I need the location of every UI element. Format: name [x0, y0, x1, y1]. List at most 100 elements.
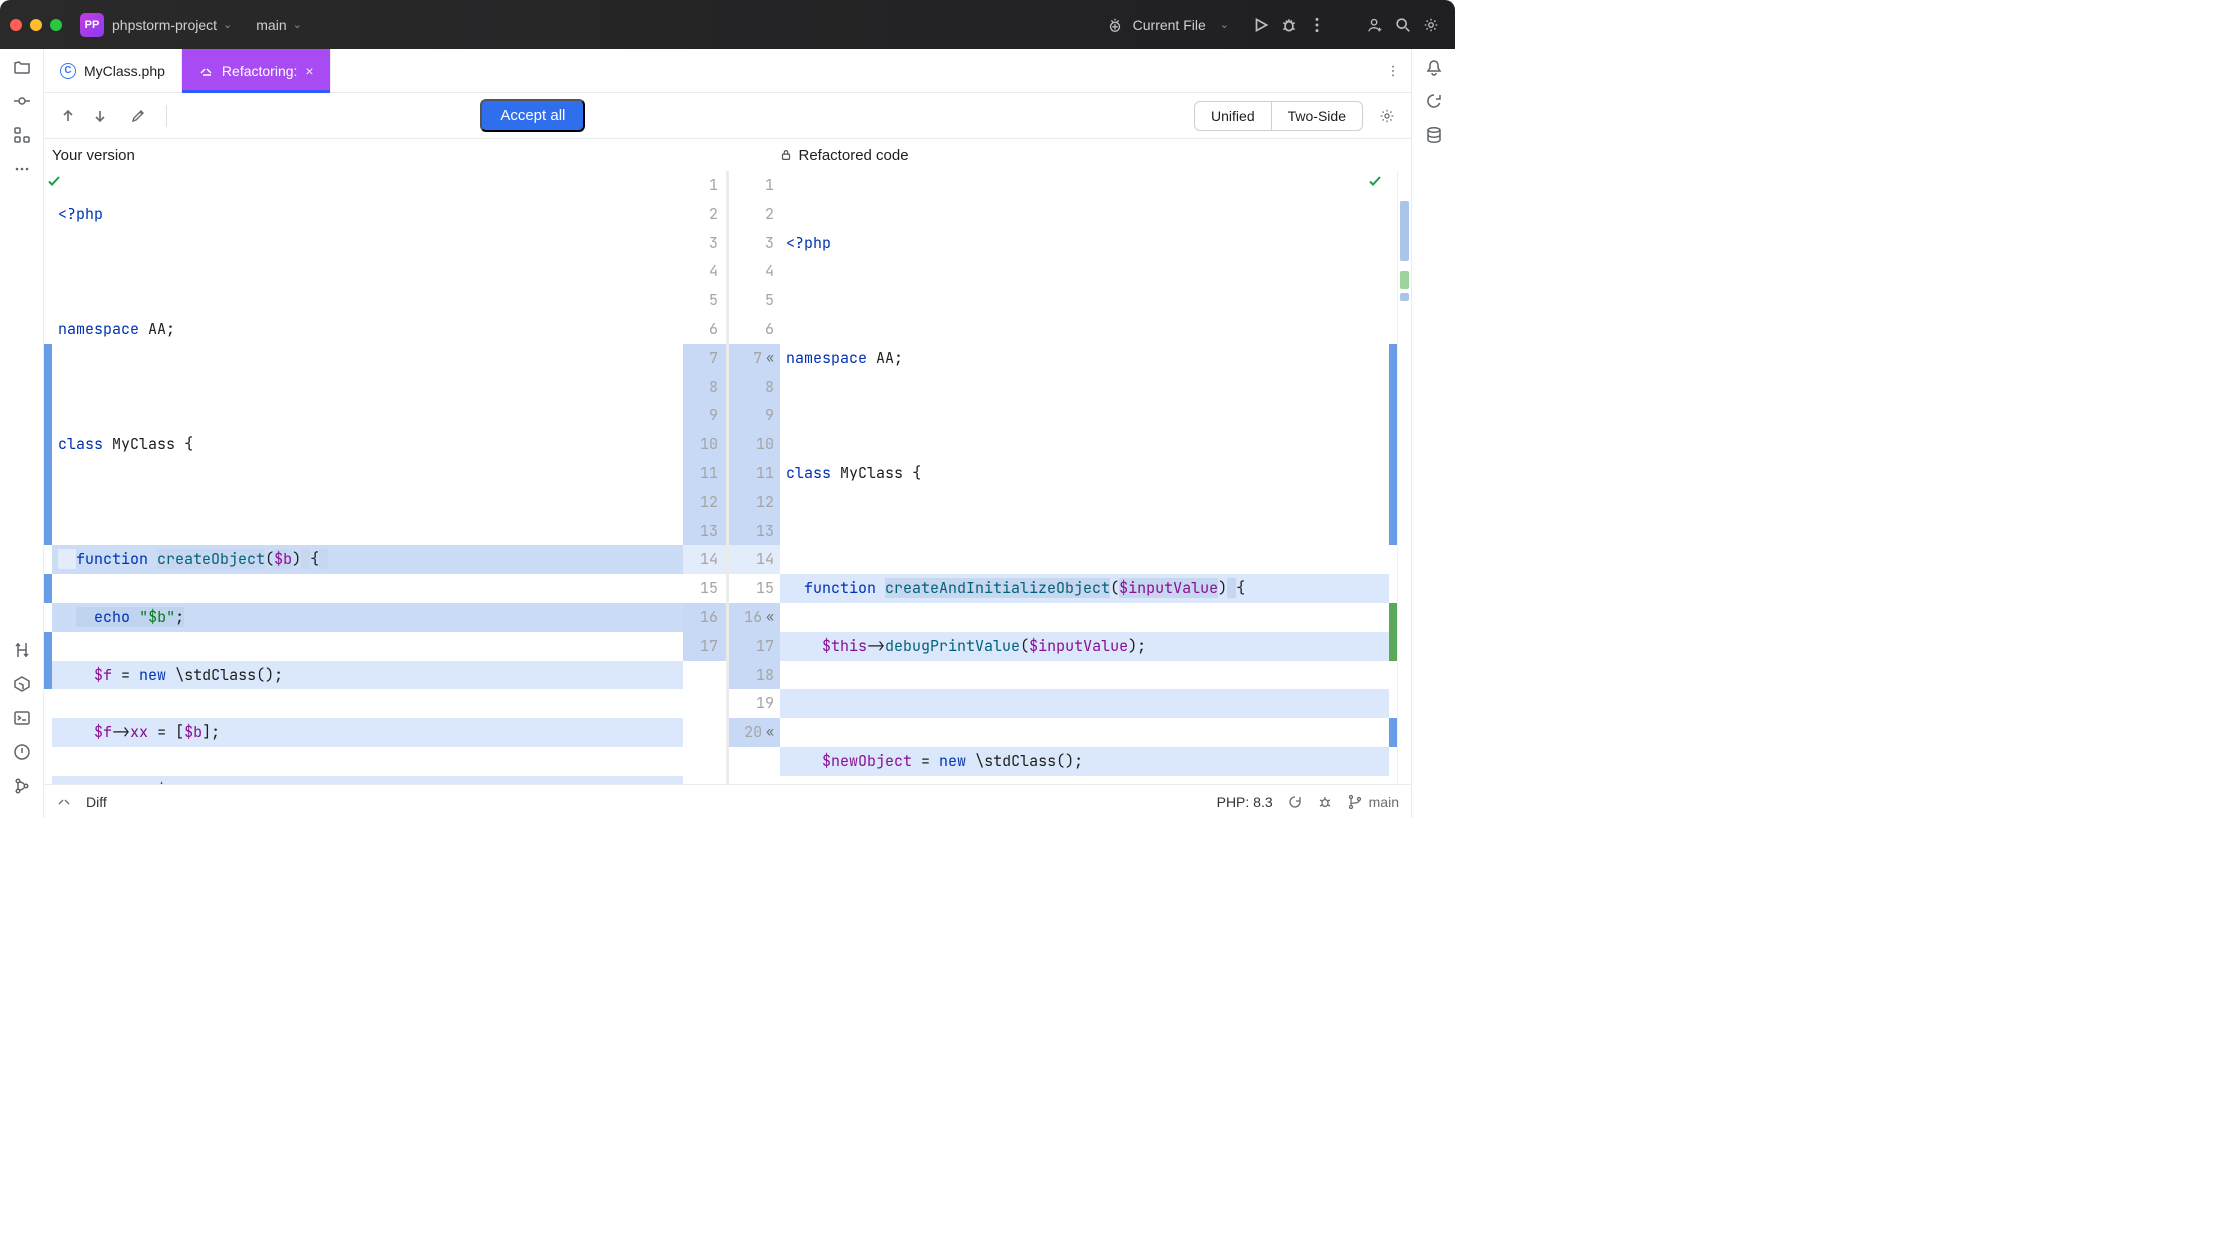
code-token: new	[939, 751, 966, 771]
code-token: $f	[94, 665, 112, 685]
left-tool-rail	[0, 49, 44, 818]
apply-chunk-icon[interactable]: «	[766, 603, 774, 632]
branch-selector[interactable]: main ⌄	[250, 17, 302, 33]
view-unified-option[interactable]: Unified	[1195, 102, 1271, 130]
code-token: class	[786, 463, 831, 483]
tabs-menu-icon[interactable]	[1375, 49, 1411, 92]
settings-icon[interactable]	[1417, 16, 1445, 34]
more-icon[interactable]	[1303, 16, 1331, 34]
diff-header-left: Your version	[44, 139, 685, 171]
code-token: namespace	[58, 319, 139, 339]
chevron-down-icon: ⌄	[1220, 18, 1229, 31]
database-tool-icon[interactable]	[1424, 125, 1444, 145]
code-token: <?php	[786, 233, 831, 253]
commit-tool-icon[interactable]	[12, 91, 32, 111]
status-sync-icon[interactable]	[1287, 794, 1303, 810]
code-token: $f	[157, 780, 175, 784]
diff-editor: <?php namespace AA; class MyClass { func…	[44, 171, 1411, 784]
code-token: $this	[822, 636, 867, 656]
right-tool-rail	[1411, 49, 1455, 818]
code-token: createObject	[157, 549, 265, 569]
code-token: function	[76, 549, 148, 569]
editor-tabs: C MyClass.php Refactoring: ×	[44, 49, 1411, 93]
view-twoside-option[interactable]: Two-Side	[1271, 102, 1362, 130]
apply-chunk-icon[interactable]: «	[766, 718, 774, 747]
next-diff-button[interactable]	[86, 102, 114, 130]
right-scroll-strip[interactable]	[1397, 171, 1411, 784]
structure-tool-icon[interactable]	[12, 125, 32, 145]
right-gutter: 123456 7« 8910111213 1415 16« 171819 20«	[728, 171, 780, 784]
code-token: MyClass	[840, 463, 903, 483]
breadcrumb-icon	[56, 794, 72, 810]
project-tool-icon[interactable]	[12, 57, 32, 77]
breadcrumb-label[interactable]: Diff	[86, 794, 107, 810]
diff-headers: Your version Refactored code	[44, 139, 1411, 171]
php-class-icon: C	[60, 63, 76, 79]
ai-assistant-icon[interactable]	[1101, 16, 1129, 34]
code-token: debugPrintValue	[885, 636, 1020, 656]
left-code[interactable]: <?php namespace AA; class MyClass { func…	[52, 171, 683, 784]
code-token: \stdClass	[975, 751, 1056, 771]
code-token: AA	[876, 348, 894, 368]
status-debug-icon[interactable]	[1317, 794, 1333, 810]
diff-header-right: Refactored code	[685, 139, 1412, 171]
view-mode-toggle: Unified Two-Side	[1194, 101, 1363, 131]
code-token: $inputValue	[1119, 578, 1218, 598]
diff-header-left-label: Your version	[52, 147, 135, 164]
refactor-icon	[198, 63, 214, 79]
terminal-tool-icon[interactable]	[12, 708, 32, 728]
prev-diff-button[interactable]	[54, 102, 82, 130]
tab-myclass[interactable]: C MyClass.php	[44, 49, 182, 92]
php-version-label[interactable]: PHP: 8.3	[1217, 794, 1273, 810]
notifications-icon[interactable]	[1424, 57, 1444, 77]
code-token: return	[94, 780, 148, 784]
ai-tool-icon[interactable]	[1424, 91, 1444, 111]
tab-label: Refactoring:	[222, 63, 297, 79]
statusbar: Diff PHP: 8.3 main	[44, 784, 1411, 818]
code-token: <?php	[58, 204, 103, 224]
code-token: $f	[94, 722, 112, 742]
editor-center: C MyClass.php Refactoring: ×	[44, 49, 1411, 818]
close-window-button[interactable]	[10, 19, 22, 31]
search-icon[interactable]	[1389, 16, 1417, 34]
vcs-tool-icon[interactable]	[12, 776, 32, 796]
diff-settings-icon[interactable]	[1373, 102, 1401, 130]
edit-button[interactable]	[124, 102, 152, 130]
minimize-window-button[interactable]	[30, 19, 42, 31]
diff-right-pane: 123456 7« 8910111213 1415 16« 171819 20«…	[728, 171, 1411, 784]
right-code[interactable]: <?php namespace AA; class MyClass { func…	[780, 171, 1389, 784]
ide-window: PP phpstorm-project ⌄ main ⌄ Current Fil…	[0, 0, 1455, 818]
code-token: new	[139, 665, 166, 685]
tab-label: MyClass.php	[84, 63, 165, 79]
main-area: C MyClass.php Refactoring: ×	[0, 49, 1455, 818]
code-token: AA	[148, 319, 166, 339]
diff-header-right-label: Refactored code	[799, 147, 909, 164]
maximize-window-button[interactable]	[50, 19, 62, 31]
project-name: phpstorm-project	[112, 17, 217, 33]
status-branch-icon[interactable]: main	[1347, 794, 1399, 810]
more-tool-icon[interactable]	[12, 159, 32, 179]
toolbar-divider	[166, 105, 167, 127]
project-badge: PP	[80, 13, 104, 37]
lock-icon	[779, 148, 793, 162]
services-tool-icon[interactable]	[12, 674, 32, 694]
problems-tool-icon[interactable]	[12, 742, 32, 762]
git-tool-icon[interactable]	[12, 640, 32, 660]
debug-icon[interactable]	[1275, 16, 1303, 34]
project-selector[interactable]: phpstorm-project ⌄	[112, 17, 232, 33]
code-token: createAndInitializeObject	[885, 578, 1110, 598]
tab-refactoring[interactable]: Refactoring: ×	[182, 49, 331, 92]
close-tab-icon[interactable]: ×	[305, 63, 313, 79]
status-branch-label: main	[1369, 794, 1399, 810]
account-icon[interactable]	[1361, 16, 1389, 34]
apply-chunk-icon[interactable]: «	[766, 344, 774, 373]
accept-all-button[interactable]: Accept all	[480, 99, 585, 132]
window-controls	[10, 19, 62, 31]
code-token: $inputValue	[1029, 636, 1128, 656]
left-gutter: 123456 78910111213 14151617	[683, 171, 727, 784]
code-token: echo	[94, 607, 130, 627]
inspection-ok-icon	[1367, 173, 1383, 189]
run-config-selector[interactable]: Current File ⌄	[1129, 17, 1229, 33]
run-icon[interactable]	[1247, 16, 1275, 34]
code-token: $b	[274, 549, 292, 569]
